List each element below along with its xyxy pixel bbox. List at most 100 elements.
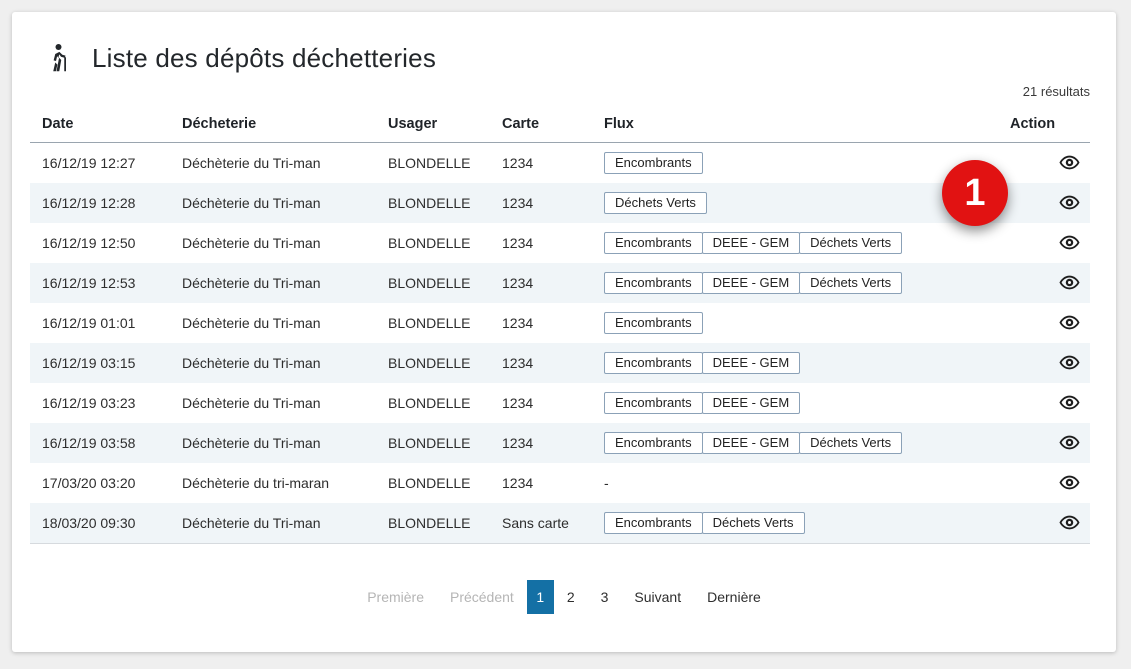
cell-carte: Sans carte [502, 515, 569, 531]
pagination-item-premiere: Première [367, 589, 424, 605]
pagination-item-suivant[interactable]: Suivant [634, 589, 682, 605]
flux-badge: DEEE - GEM [701, 432, 801, 454]
cell-dechetterie: Déchèterie du Tri-man [182, 315, 321, 331]
cell-carte: 1234 [502, 435, 534, 451]
cell-dechetterie: Déchèterie du Tri-man [182, 395, 321, 411]
table-row: 16/12/19 12:50 Déchèterie du Tri-man BLO… [30, 223, 1090, 263]
cell-action [1010, 150, 1090, 176]
view-deposit-button[interactable] [1057, 470, 1082, 495]
flux-badge: Déchets Verts [799, 232, 903, 254]
eye-icon [1059, 475, 1080, 496]
cell-action [1010, 350, 1090, 376]
cell-date: 16/12/19 01:01 [42, 315, 136, 331]
cell-carte: 1234 [502, 155, 534, 171]
person-hiking-icon [42, 42, 72, 74]
cell-date: 16/12/19 03:23 [42, 395, 136, 411]
table-row: 17/03/20 03:20 Déchèterie du tri-maran B… [30, 463, 1090, 503]
flux-badge: DEEE - GEM [701, 352, 801, 374]
cell-flux: Encombrants [592, 152, 1010, 174]
cell-carte: 1234 [502, 355, 534, 371]
eye-icon [1059, 275, 1080, 296]
view-deposit-button[interactable] [1057, 190, 1082, 215]
view-deposit-button[interactable] [1057, 350, 1082, 375]
flux-badge: Encombrants [604, 312, 703, 334]
table-row: 16/12/19 12:28 Déchèterie du Tri-man BLO… [30, 183, 1090, 223]
pagination-item-derniere[interactable]: Dernière [707, 589, 761, 605]
cell-dechetterie: Déchèterie du Tri-man [182, 195, 321, 211]
cell-usager: BLONDELLE [388, 515, 471, 531]
cell-usager: BLONDELLE [388, 195, 471, 211]
eye-icon [1059, 515, 1080, 536]
main-card: Liste des dépôts déchetteries 21 résulta… [12, 12, 1116, 652]
cell-flux: Encombrants DEEE - GEM Déchets Verts [592, 272, 1010, 294]
column-header-date: Date [42, 116, 74, 132]
page-header: Liste des dépôts déchetteries [42, 40, 1090, 76]
pagination-item-3[interactable]: 3 [600, 589, 609, 605]
eye-icon [1059, 195, 1080, 216]
cell-carte: 1234 [502, 275, 534, 291]
table-row: 16/12/19 12:53 Déchèterie du Tri-man BLO… [30, 263, 1090, 303]
cell-date: 18/03/20 09:30 [42, 515, 136, 531]
cell-flux: Encombrants Déchets Verts [592, 512, 1010, 534]
cell-action [1010, 230, 1090, 256]
cell-flux: Encombrants [592, 312, 1010, 334]
table-row: 16/12/19 01:01 Déchèterie du Tri-man BLO… [30, 303, 1090, 343]
cell-usager: BLONDELLE [388, 235, 471, 251]
cell-date: 16/12/19 12:50 [42, 235, 136, 251]
cell-action [1010, 390, 1090, 416]
view-deposit-button[interactable] [1057, 430, 1082, 455]
cell-carte: 1234 [502, 235, 534, 251]
cell-flux: Encombrants DEEE - GEM [592, 392, 1010, 414]
cell-date: 16/12/19 12:28 [42, 195, 136, 211]
eye-icon [1059, 395, 1080, 416]
cell-usager: BLONDELLE [388, 435, 471, 451]
table-row: 16/12/19 03:58 Déchèterie du Tri-man BLO… [30, 423, 1090, 463]
flux-badge: Déchets Verts [604, 192, 707, 214]
cell-carte: 1234 [502, 195, 534, 211]
pagination-item-2[interactable]: 2 [566, 589, 575, 605]
flux-badge: Déchets Verts [799, 432, 903, 454]
cell-action [1010, 190, 1090, 216]
view-deposit-button[interactable] [1057, 270, 1082, 295]
flux-badge: Encombrants [604, 432, 703, 454]
view-deposit-button[interactable] [1057, 150, 1082, 175]
flux-badge: DEEE - GEM [701, 392, 801, 414]
deposits-table: Date Décheterie Usager Carte Flux Action… [30, 106, 1090, 544]
cell-dechetterie: Déchèterie du Tri-man [182, 435, 321, 451]
flux-badge: Encombrants [604, 152, 703, 174]
cell-dechetterie: Déchèterie du Tri-man [182, 235, 321, 251]
page-title: Liste des dépôts déchetteries [92, 42, 437, 73]
cell-flux: Encombrants DEEE - GEM Déchets Verts [592, 432, 1010, 454]
view-deposit-button[interactable] [1057, 230, 1082, 255]
eye-icon [1059, 235, 1080, 256]
view-deposit-button[interactable] [1057, 390, 1082, 415]
table-row: 18/03/20 09:30 Déchèterie du Tri-man BLO… [30, 503, 1090, 543]
flux-badge: Déchets Verts [799, 272, 903, 294]
cell-dechetterie: Déchèterie du tri-maran [182, 475, 330, 491]
cell-flux: - [604, 475, 609, 491]
eye-icon [1059, 435, 1080, 456]
cell-date: 16/12/19 12:53 [42, 275, 136, 291]
flux-badge: DEEE - GEM [701, 232, 801, 254]
cell-carte: 1234 [502, 475, 534, 491]
eye-icon [1059, 355, 1080, 376]
view-deposit-button[interactable] [1057, 310, 1082, 335]
eye-icon [1059, 315, 1080, 336]
flux-badge: Encombrants [604, 232, 703, 254]
column-header-action: Action [1010, 116, 1056, 132]
flux-badge: DEEE - GEM [701, 272, 801, 294]
pagination-item-1[interactable]: 1 [526, 580, 554, 614]
cell-flux: Déchets Verts [592, 192, 1010, 214]
cell-date: 16/12/19 03:58 [42, 435, 136, 451]
table-row: 16/12/19 12:27 Déchèterie du Tri-man BLO… [30, 143, 1090, 183]
cell-action [1010, 430, 1090, 456]
cell-dechetterie: Déchèterie du Tri-man [182, 515, 321, 531]
cell-dechetterie: Déchèterie du Tri-man [182, 155, 321, 171]
view-deposit-button[interactable] [1057, 510, 1082, 535]
flux-badge: Encombrants [604, 272, 703, 294]
column-header-flux: Flux [604, 116, 634, 132]
column-header-dechetterie: Décheterie [182, 116, 257, 132]
flux-badge: Déchets Verts [701, 512, 805, 534]
cell-action [1010, 310, 1090, 336]
eye-icon [1059, 155, 1080, 176]
